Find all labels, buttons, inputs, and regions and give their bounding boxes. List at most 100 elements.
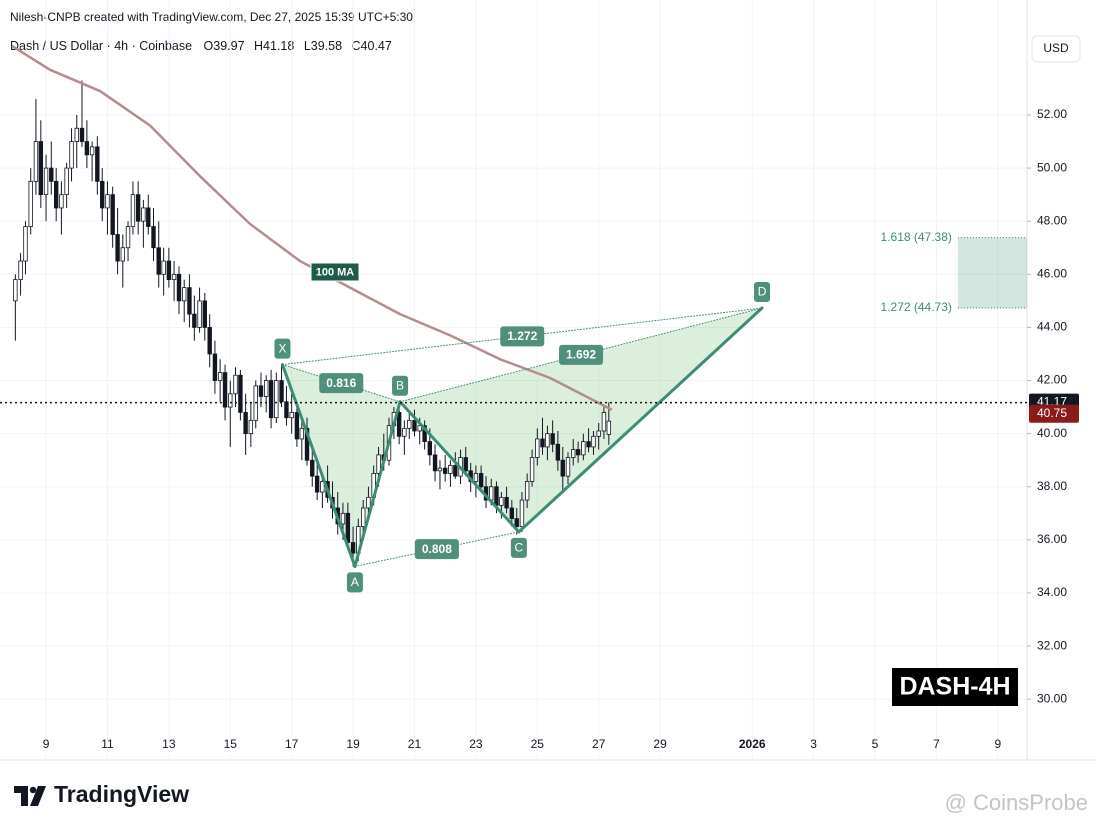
candle-body (263, 380, 269, 397)
point-label: D (758, 285, 767, 299)
candle-body (279, 380, 284, 403)
candle-body (509, 507, 515, 520)
candle-body (417, 425, 422, 432)
ratio-box (500, 326, 545, 347)
currency[interactable]: USD (1043, 41, 1069, 55)
header: Nilesh-CNPB created with TradingView.com… (10, 10, 413, 24)
candle-body (494, 486, 499, 506)
point-box (510, 537, 527, 558)
candle-body (38, 141, 44, 196)
x-tick-label: 2026 (739, 737, 766, 751)
candle-body (238, 374, 243, 413)
candle-body (361, 507, 366, 527)
ma-label: 100 MA (316, 266, 355, 278)
candle-body (100, 180, 105, 209)
pattern-leg (280, 363, 357, 568)
candle-body (448, 465, 453, 474)
candle-body (545, 433, 550, 448)
x-tick-label: 11 (101, 737, 114, 751)
candle-body (120, 247, 126, 262)
candle-body (422, 425, 427, 443)
pattern-leg (517, 306, 764, 534)
candle-body (217, 372, 223, 381)
candle-body (248, 419, 254, 435)
candle-body (43, 167, 49, 196)
y-tick-label: 32.00 (1037, 638, 1067, 652)
candle-body (473, 473, 479, 482)
candle-body (586, 441, 591, 448)
candle-body (529, 457, 535, 482)
ratio-box (559, 344, 604, 365)
candle-body (141, 207, 146, 222)
x-tick-label: 7 (933, 737, 940, 751)
candle-body (478, 473, 484, 488)
ohlc-open: O39.97 (204, 39, 245, 53)
candle-body (233, 374, 238, 395)
x-tick-label: 29 (653, 737, 667, 751)
symbol-legend: Dash / US Dollar · 4h · Coinbase O39.97 … (10, 39, 392, 53)
candle-body (396, 411, 402, 437)
candle-body (453, 465, 458, 477)
x-tick-label: 17 (285, 737, 299, 751)
candle-body (125, 226, 131, 249)
point-label: X (278, 341, 286, 355)
candle-body (463, 457, 468, 472)
candle-body (258, 385, 264, 397)
candle-body (535, 438, 540, 458)
candle-body (591, 435, 596, 448)
candle-body (320, 481, 325, 493)
candle-body (228, 393, 233, 408)
ratio-box (319, 373, 364, 394)
candle-body (105, 194, 110, 209)
candle-body (402, 427, 407, 437)
candle-body (59, 194, 64, 209)
candle-body (95, 146, 100, 182)
candle-body (289, 411, 294, 419)
candle-body (135, 194, 141, 222)
candle-body (171, 273, 177, 281)
candle-body (314, 475, 320, 493)
x-tick-label: 9 (43, 737, 50, 751)
candle-body (555, 443, 561, 461)
candle-body (222, 372, 228, 408)
candle-body (64, 167, 69, 196)
pattern-fill (282, 364, 401, 567)
candle-body (130, 194, 136, 227)
point-box (274, 338, 291, 359)
candle-body (294, 411, 300, 440)
candle-body (596, 430, 601, 437)
ma-price-box (1029, 404, 1079, 423)
ratio-label: 0.808 (422, 542, 452, 556)
watermark: @ CoinsProbe (945, 790, 1088, 815)
currency-button[interactable] (1031, 35, 1081, 63)
candle-body (89, 146, 95, 156)
candle-body (268, 380, 274, 419)
point-label: C (515, 541, 524, 555)
candle-body (299, 427, 305, 440)
badge-box (892, 668, 1018, 706)
candle-body (524, 481, 530, 501)
candle-body (437, 467, 443, 472)
y-tick-label: 52.00 (1037, 107, 1067, 121)
pattern-leg (398, 400, 521, 534)
x-tick-label: 5 (872, 737, 879, 751)
x-tick-label: 25 (531, 737, 545, 751)
target-zone (957, 237, 1027, 309)
y-tick-label: 50.00 (1037, 160, 1067, 174)
candle-body (33, 141, 39, 182)
candle-body (166, 260, 172, 281)
y-tick-label: 44.00 (1037, 320, 1067, 334)
point-label: A (351, 575, 359, 589)
ratio-label: 0.816 (326, 376, 356, 390)
candle-body (192, 313, 197, 328)
candle-body (182, 287, 187, 302)
moving-average (11, 44, 613, 411)
point-box (754, 282, 771, 303)
candle-body (284, 401, 289, 419)
candle-body (197, 300, 202, 328)
x-tick-label: 23 (469, 737, 483, 751)
candle-body (74, 127, 79, 142)
candle-body (212, 353, 218, 381)
logo-icon (14, 786, 46, 806)
plot-area: 30.00 32.00 34.00 36.00 38.00 40.00 42.00 44.00… (0, 0, 1096, 761)
